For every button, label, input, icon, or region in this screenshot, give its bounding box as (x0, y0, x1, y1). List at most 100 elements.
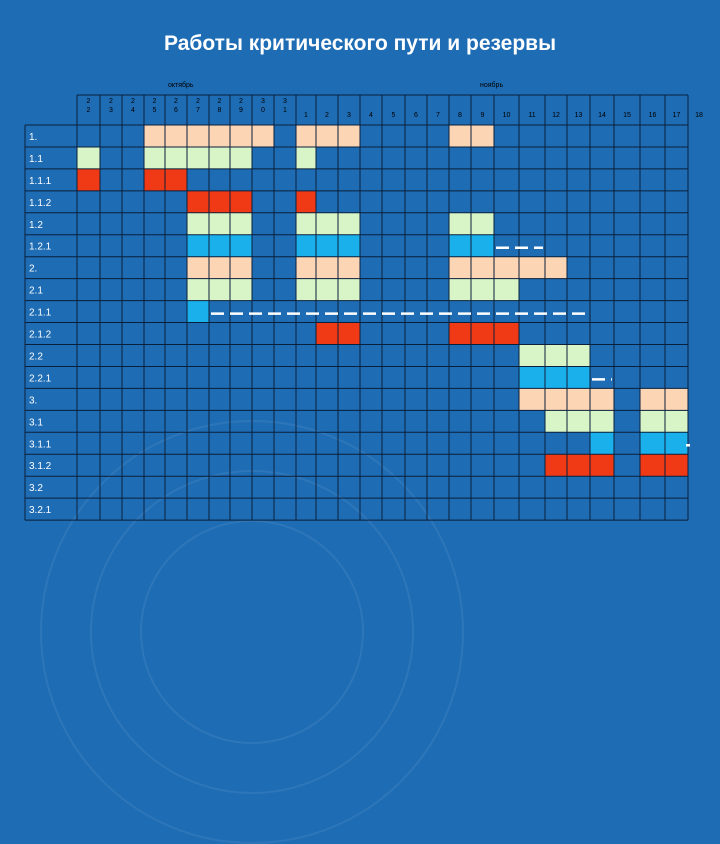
day-header-label: 9 (239, 107, 243, 114)
gantt-cell-work (545, 410, 567, 433)
day-header-label: 2 (153, 98, 157, 105)
gantt-cell-critical (640, 454, 665, 477)
gantt-cell-work (230, 146, 252, 169)
gantt-cell-critical (590, 454, 614, 477)
gantt-cell-critical (165, 168, 187, 191)
task-label: 3.2 (29, 483, 43, 494)
day-header-label: 5 (153, 107, 157, 114)
day-header-label: 4 (131, 107, 135, 114)
task-label: 2.1.2 (29, 330, 52, 341)
gantt-cell-work (187, 212, 209, 235)
gantt-cell-summary (252, 125, 274, 147)
gantt-cell-summary (471, 256, 494, 279)
gantt-cell-work (449, 278, 471, 301)
gantt-cell-summary (449, 125, 471, 147)
gantt-cell-reserve (187, 234, 209, 257)
task-label: 2.2.1 (29, 373, 52, 384)
gantt-cell-work (471, 278, 494, 301)
gantt-cell-work (144, 146, 165, 169)
gantt-cell-reserve (640, 432, 665, 455)
gantt-cell-summary (187, 256, 209, 279)
gantt-cell-reserve (449, 234, 471, 257)
gantt-cell-work (296, 212, 316, 235)
gantt-cell-work (165, 146, 187, 169)
gantt-cell-summary (187, 125, 209, 147)
day-header-label: 2 (87, 107, 91, 114)
gantt-cell-critical (494, 322, 519, 345)
gantt-cell-reserve (316, 234, 338, 257)
task-label-column: 1.1.11.1.11.1.21.21.2.12.2.12.1.12.1.22.… (29, 132, 52, 516)
day-header-label: 3 (283, 98, 287, 105)
gantt-cell-work (545, 344, 567, 367)
day-header-label: 8 (458, 112, 462, 119)
task-label: 2.2 (29, 351, 43, 362)
gantt-cell-reserve (187, 300, 209, 323)
gantt-cell-summary (165, 125, 187, 147)
task-label: 1.1 (29, 154, 43, 165)
day-header-label: 0 (261, 107, 265, 114)
day-header-label: 17 (673, 112, 681, 119)
reserve-dash-lines (211, 246, 690, 447)
gantt-cell-reserve (230, 234, 252, 257)
gantt-cell-work (296, 278, 316, 301)
day-header-label: 6 (174, 107, 178, 114)
gantt-cell-work (640, 410, 665, 433)
day-header-label: 9 (481, 112, 485, 119)
gantt-cell-work (567, 410, 590, 433)
day-header-label: 1 (283, 107, 287, 114)
gantt-cell-summary (338, 256, 360, 279)
day-header-label: 2 (325, 112, 329, 119)
day-header-label: 2 (87, 98, 91, 105)
gantt-cell-reserve (519, 366, 545, 389)
gantt-cell-summary (519, 388, 545, 411)
gantt-cell-work (316, 278, 338, 301)
gantt-cell-critical (77, 168, 100, 191)
task-label: 3. (29, 395, 37, 406)
task-label: 2.1 (29, 286, 43, 297)
gantt-cell-summary (519, 256, 545, 279)
gantt-cell-work (209, 212, 230, 235)
month-label-november: ноябрь (480, 82, 504, 89)
gantt-cell-summary (640, 388, 665, 411)
gantt-cell-work (519, 344, 545, 367)
day-header-label: 7 (436, 112, 440, 119)
gantt-cell-summary (665, 388, 688, 411)
gantt-cell-work (567, 344, 590, 367)
gantt-cell-critical (545, 454, 567, 477)
gantt-cell-reserve (567, 366, 590, 389)
gantt-cell-summary (144, 125, 165, 147)
day-header-label: 3 (109, 107, 113, 114)
gantt-cell-reserve (590, 432, 614, 455)
gantt-cell-summary (545, 388, 567, 411)
gantt-cell-work (449, 212, 471, 235)
gantt-cell-critical (296, 190, 316, 213)
day-header-label: 3 (261, 98, 265, 105)
gantt-cell-work (230, 278, 252, 301)
day-header-label: 2 (218, 98, 222, 105)
day-header-label: 18 (695, 112, 703, 119)
gantt-cell-critical (187, 190, 209, 213)
gantt-cell-work (338, 278, 360, 301)
background-ring-decoration (140, 520, 364, 744)
day-header-label: 7 (196, 107, 200, 114)
gantt-cell-critical (665, 454, 688, 477)
gantt-cell-reserve (545, 366, 567, 389)
day-header-label: 16 (649, 112, 657, 119)
day-header-label: 8 (218, 107, 222, 114)
gantt-cell-summary (209, 125, 230, 147)
gantt-cell-critical (144, 168, 165, 191)
month-label-october: октябрь (168, 82, 194, 89)
day-header-label: 2 (239, 98, 243, 105)
gantt-cell-summary (296, 125, 316, 147)
gantt-cell-reserve (338, 234, 360, 257)
gantt-cell-work (187, 146, 209, 169)
gantt-cell-work (494, 278, 519, 301)
gantt-cell-summary (338, 125, 360, 147)
day-header-label: 10 (503, 112, 511, 119)
gantt-cell-summary (316, 125, 338, 147)
gantt-cell-critical (209, 190, 230, 213)
task-label: 1.2 (29, 220, 43, 231)
gantt-cell-reserve (665, 432, 688, 455)
task-label: 1. (29, 132, 37, 143)
